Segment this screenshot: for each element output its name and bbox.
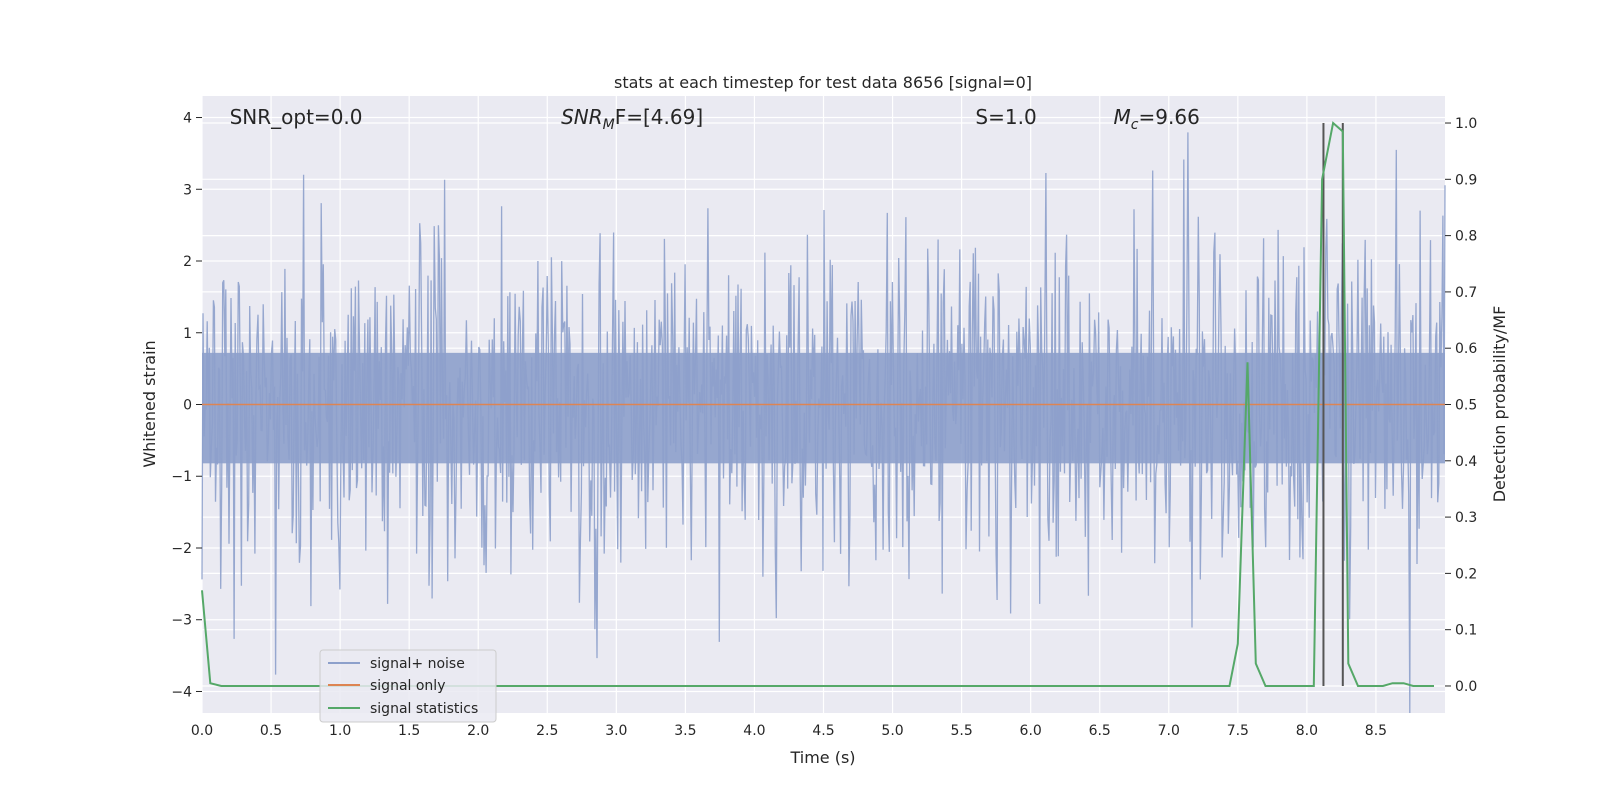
x-tick-label: 6.0 [1020,723,1042,739]
left-y-tick-label: 0 [183,398,192,414]
right-y-tick-label: 0.3 [1455,510,1477,526]
left-y-tick-label: 2 [183,254,192,270]
right-y-tick-label: 0.6 [1455,341,1477,357]
x-tick-label: 0.5 [260,723,282,739]
signal-statistics-series [201,121,1434,687]
annotation-label: Mc=9.66 [1114,105,1200,133]
annotation-label: SNRMF=[4.69] [561,105,703,133]
x-tick-label: 2.0 [467,723,489,739]
right-y-tick-label: 0.8 [1455,229,1477,245]
right-y-axis-title: Detection probability/MF [1490,306,1509,503]
x-axis-title: Time (s) [789,748,855,767]
x-tick-label: 4.0 [743,723,765,739]
left-y-axis-title: Whitened strain [140,340,159,467]
right-y-axis-ticks: 1.0 0.9 0.8 0.7 0.6 0.5 0.4 0.3 0.2 0.1 0.0 [1445,116,1477,695]
annotation-label: SNR_opt=0.0 [230,105,363,129]
x-tick-label: 8.5 [1365,723,1387,739]
x-tick-label: 1.5 [398,723,420,739]
left-y-tick-label: 1 [183,326,192,342]
noise-trace [201,132,1446,714]
legend-label-noise: signal+ noise [370,656,465,672]
left-y-tick-label: −3 [171,613,192,629]
left-y-axis-ticks: 4 3 2 1 0 −1 −2 −3 −4 [171,111,202,700]
right-y-tick-label: 0.9 [1455,172,1477,188]
left-y-tick-label: −4 [171,684,192,700]
x-tick-label: 3.0 [605,723,627,739]
legend-label-signal-only: signal only [370,678,445,694]
right-y-tick-label: 0.7 [1455,285,1477,301]
x-tick-label: 6.5 [1089,723,1111,739]
annotations: SNR_opt=0.0 SNRMF=[4.69] S=1.0 Mc=9.66 [230,105,1200,133]
x-tick-label: 4.5 [812,723,834,739]
legend: signal+ noise signal only signal statist… [319,649,497,723]
annotation-label: S=1.0 [975,105,1036,129]
right-y-tick-label: 0.2 [1455,566,1477,582]
x-tick-label: 2.5 [536,723,558,739]
x-tick-label: 5.0 [881,723,903,739]
chart-title: stats at each timestep for test data 865… [614,73,1032,92]
x-tick-label: 5.5 [950,723,972,739]
right-y-tick-label: 0.1 [1455,623,1477,639]
legend-box [319,649,497,723]
right-y-tick-label: 0.5 [1455,398,1477,414]
x-tick-label: 7.5 [1227,723,1249,739]
x-tick-label: 8.0 [1296,723,1318,739]
right-y-tick-label: 0.0 [1455,679,1477,695]
right-y-tick-label: 0.4 [1455,454,1477,470]
x-tick-label: 3.5 [674,723,696,739]
left-y-tick-label: −2 [171,541,192,557]
x-axis-ticks: 0.0 0.5 1.0 1.5 2.0 2.5 3.0 3.5 4.0 4.5 5.0 5.5 6.0 6… [191,723,1387,739]
x-tick-label: 0.0 [191,723,213,739]
legend-label-statistics: signal statistics [370,701,478,717]
right-y-tick-label: 1.0 [1455,116,1477,132]
signal-noise-series [201,132,1446,714]
left-y-tick-label: −1 [171,469,192,485]
left-y-tick-label: 4 [183,111,192,127]
left-y-tick-label: 3 [183,182,192,198]
x-tick-label: 1.0 [329,723,351,739]
x-tick-label: 7.0 [1158,723,1180,739]
